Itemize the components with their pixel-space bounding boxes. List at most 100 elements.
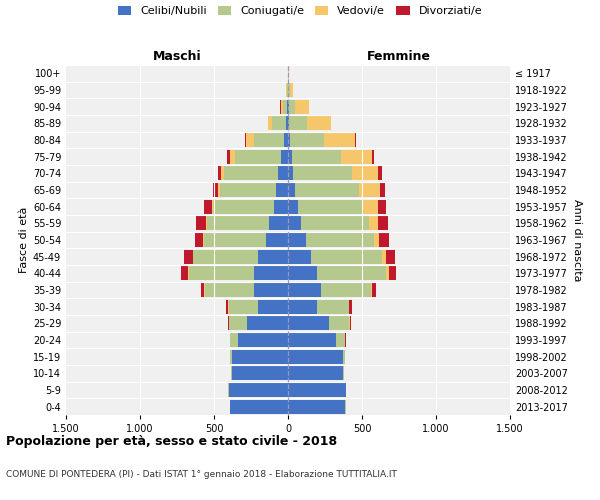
Y-axis label: Fasce di età: Fasce di età xyxy=(19,207,29,273)
Bar xyxy=(288,250,386,264)
Bar xyxy=(232,350,288,364)
Bar xyxy=(181,266,288,280)
Bar xyxy=(288,83,293,97)
Bar xyxy=(195,233,288,247)
Bar xyxy=(230,350,288,364)
Bar xyxy=(288,266,386,280)
Bar xyxy=(245,133,288,147)
Bar xyxy=(288,150,371,164)
Bar xyxy=(259,250,288,264)
Bar xyxy=(288,383,346,397)
Bar xyxy=(288,400,346,414)
Bar xyxy=(288,266,389,280)
Bar xyxy=(230,333,288,347)
Bar xyxy=(288,300,349,314)
Bar xyxy=(235,150,288,164)
Bar xyxy=(283,100,288,114)
Bar xyxy=(288,216,388,230)
Bar xyxy=(228,383,288,397)
Bar xyxy=(288,200,364,214)
Bar xyxy=(284,133,288,147)
Bar xyxy=(288,350,344,364)
Text: Femmine: Femmine xyxy=(367,50,431,62)
Text: Maschi: Maschi xyxy=(152,50,202,62)
Bar xyxy=(205,200,288,214)
Bar xyxy=(288,366,343,380)
Bar xyxy=(288,116,331,130)
Bar xyxy=(288,166,293,180)
Text: Popolazione per età, sesso e stato civile - 2018: Popolazione per età, sesso e stato civil… xyxy=(6,435,337,448)
Bar xyxy=(218,183,288,197)
Bar xyxy=(288,250,311,264)
Bar xyxy=(288,350,344,364)
Bar xyxy=(288,200,298,214)
Bar xyxy=(288,233,379,247)
Bar xyxy=(228,383,288,397)
Bar xyxy=(193,250,288,264)
Bar xyxy=(288,166,352,180)
Bar xyxy=(288,400,346,414)
Bar xyxy=(278,166,288,180)
Bar xyxy=(220,183,288,197)
Bar xyxy=(203,233,288,247)
Bar xyxy=(288,216,301,230)
Bar xyxy=(288,133,324,147)
Bar xyxy=(288,216,370,230)
Bar xyxy=(288,350,344,364)
Bar xyxy=(226,300,288,314)
Bar xyxy=(288,150,341,164)
Bar xyxy=(288,183,359,197)
Bar xyxy=(288,183,380,197)
Bar xyxy=(288,333,336,347)
Bar xyxy=(254,133,288,147)
Bar xyxy=(213,200,288,214)
Bar xyxy=(184,250,288,264)
Bar xyxy=(228,300,288,314)
Bar xyxy=(288,316,350,330)
Bar xyxy=(230,350,288,364)
Text: COMUNE DI PONTEDERA (PI) - Dati ISTAT 1° gennaio 2018 - Elaborazione TUTTITALIA.: COMUNE DI PONTEDERA (PI) - Dati ISTAT 1°… xyxy=(6,470,397,479)
Bar xyxy=(286,116,288,130)
Bar xyxy=(288,266,317,280)
Bar xyxy=(227,150,288,164)
Bar xyxy=(288,116,289,130)
Bar xyxy=(203,233,288,247)
Bar xyxy=(288,366,343,380)
Bar xyxy=(259,300,288,314)
Bar xyxy=(205,283,288,297)
Bar xyxy=(193,250,288,264)
Bar xyxy=(288,233,374,247)
Bar xyxy=(288,116,331,130)
Bar xyxy=(288,83,290,97)
Bar xyxy=(205,283,288,297)
Bar xyxy=(238,333,288,347)
Bar xyxy=(288,233,389,247)
Bar xyxy=(229,383,288,397)
Bar xyxy=(288,233,306,247)
Bar xyxy=(230,400,288,414)
Bar xyxy=(288,350,343,364)
Bar xyxy=(254,283,288,297)
Bar xyxy=(288,300,352,314)
Bar xyxy=(229,316,288,330)
Bar xyxy=(288,400,346,414)
Bar xyxy=(288,383,346,397)
Bar xyxy=(268,116,288,130)
Bar xyxy=(288,150,292,164)
Bar xyxy=(281,100,288,114)
Bar xyxy=(196,216,288,230)
Bar xyxy=(288,366,343,380)
Bar xyxy=(247,316,288,330)
Bar xyxy=(288,83,293,97)
Bar xyxy=(288,366,343,380)
Bar xyxy=(288,250,382,264)
Bar xyxy=(224,166,288,180)
Bar xyxy=(288,100,309,114)
Bar xyxy=(288,183,295,197)
Bar xyxy=(288,333,345,347)
Bar xyxy=(288,383,346,397)
Bar xyxy=(288,250,395,264)
Bar xyxy=(288,100,295,114)
Bar xyxy=(288,316,350,330)
Bar xyxy=(286,83,288,97)
